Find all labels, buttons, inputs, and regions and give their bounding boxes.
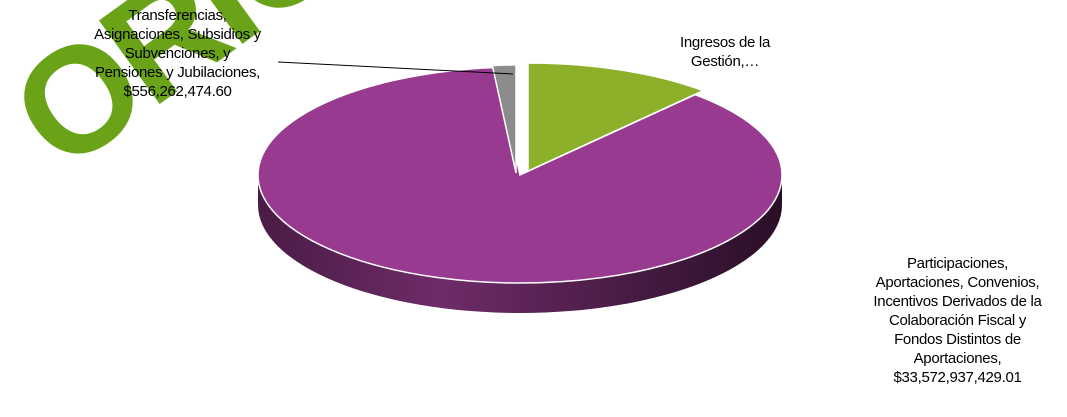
slice-1 bbox=[491, 64, 517, 174]
slice-label-transferencias: Transferencias, Asignaciones, Subsidios … bbox=[94, 7, 261, 100]
slice-2 bbox=[257, 66, 783, 284]
slice-0 bbox=[527, 62, 706, 173]
slice-label-ingresos: Ingresos de la Gestión,… bbox=[679, 34, 771, 70]
leader-line bbox=[277, 61, 514, 75]
pie-slices bbox=[257, 62, 783, 284]
slice-side-2 bbox=[258, 175, 782, 313]
slice-label-participaciones: Participaciones, Aportaciones, Convenios… bbox=[873, 255, 1042, 386]
